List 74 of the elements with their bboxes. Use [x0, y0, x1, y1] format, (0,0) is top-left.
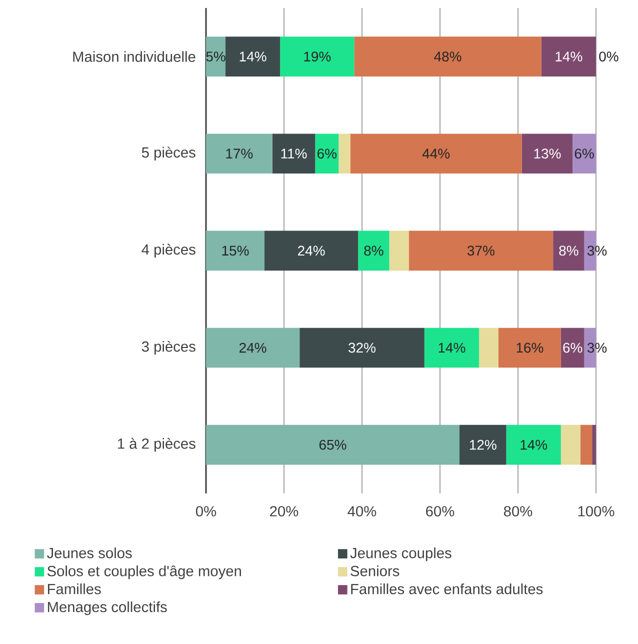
bar [206, 424, 460, 465]
bar [522, 134, 573, 174]
bar [272, 134, 316, 174]
data-label: 3% [587, 342, 607, 353]
data-label: 6% [317, 148, 337, 159]
x-tick-label: 80% [504, 506, 532, 516]
data-label: 44% [422, 148, 450, 158]
x-tick-label: 40% [348, 506, 376, 516]
data-label: 65% [319, 440, 346, 450]
bar [206, 230, 264, 271]
data-label: 12% [470, 440, 496, 450]
data-label: 32% [348, 342, 376, 353]
data-label: 48% [434, 52, 462, 62]
x-tick-label: 60% [426, 506, 454, 516]
data-label: 3% [587, 246, 607, 256]
y-tick-label: 4 pièces [142, 244, 196, 258]
data-label: 16% [516, 342, 544, 353]
bar [206, 328, 300, 368]
bar [560, 424, 580, 465]
bar [506, 424, 561, 465]
data-label: 24% [298, 246, 325, 256]
bar [459, 424, 506, 465]
y-tick-label: 1 à 2 pièces [118, 438, 196, 452]
x-tick-label: 0% [196, 506, 216, 516]
legend-label: Familles [48, 583, 101, 594]
data-label: 11% [281, 148, 307, 158]
bar [541, 36, 596, 76]
bar [553, 230, 584, 271]
legend-label: Seniors [350, 565, 400, 576]
x-tick-label: 100% [578, 506, 614, 516]
bar [572, 134, 596, 174]
bar [206, 36, 226, 76]
bar [226, 36, 280, 76]
bar [478, 328, 498, 368]
bar [358, 230, 390, 271]
y-tick-label: Maison individuelle [73, 51, 196, 62]
y-tick-label: 3 pièces [142, 340, 196, 355]
bar [350, 134, 522, 174]
bar [264, 230, 358, 271]
data-label: 14% [556, 52, 582, 62]
data-label: 19% [304, 52, 331, 62]
bar [300, 328, 424, 368]
data-label: 8% [364, 246, 384, 256]
legend-label: Jeunes solos [46, 547, 132, 558]
data-label: 24% [240, 342, 266, 353]
legend-label: Familles avec enfants adultes [351, 583, 543, 594]
bar [424, 328, 479, 368]
bar [389, 230, 409, 271]
bar [560, 328, 584, 368]
data-label: 6% [563, 342, 582, 353]
data-label: 8% [559, 246, 578, 256]
bar [580, 424, 592, 465]
bar [338, 134, 350, 174]
legend-label: Jeunes couples [350, 547, 452, 562]
bar [408, 230, 554, 271]
y-tick-label: 5 pièces [142, 146, 196, 161]
bar [280, 36, 354, 76]
data-label: 6% [574, 148, 594, 159]
data-label: 13% [534, 148, 561, 159]
x-tick-label: 20% [270, 506, 298, 516]
data-label: 15% [222, 246, 249, 256]
data-label: 14% [520, 440, 548, 450]
data-label: 14% [438, 342, 466, 353]
bar [354, 36, 542, 76]
data-label: 0% [599, 52, 618, 62]
data-label: 37% [467, 246, 494, 256]
legend-label: Menages collectifs [48, 601, 167, 616]
data-label: 17% [226, 148, 253, 158]
legend-label: Solos et couples d'âge moyen [47, 565, 241, 580]
data-label: 5% [206, 52, 226, 62]
data-label: 14% [240, 52, 266, 62]
bar [498, 328, 561, 368]
bar [315, 134, 339, 174]
bar [206, 134, 272, 174]
